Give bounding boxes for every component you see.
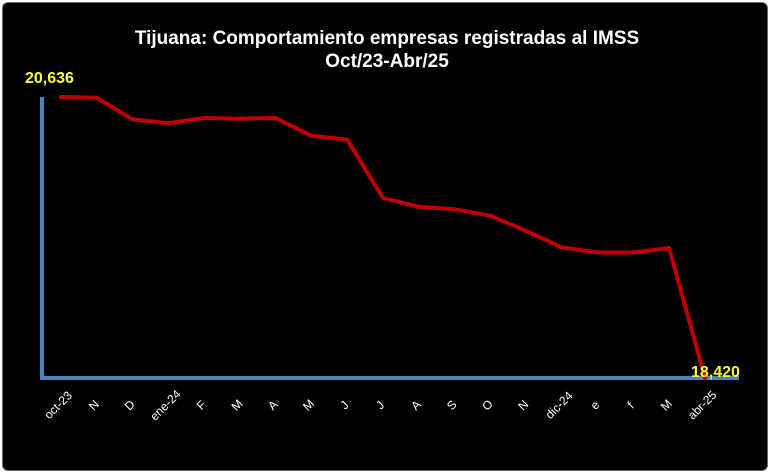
x-tick-label: J bbox=[373, 398, 387, 412]
data-point bbox=[381, 195, 385, 200]
data-point bbox=[559, 245, 564, 250]
x-tick-label: N bbox=[86, 397, 102, 413]
series-line bbox=[59, 95, 707, 380]
x-tick-label: N bbox=[515, 397, 531, 413]
data-point bbox=[524, 228, 529, 233]
data-point bbox=[94, 95, 99, 100]
axes-group bbox=[40, 97, 739, 380]
data-point bbox=[488, 213, 493, 218]
data-point bbox=[130, 117, 135, 122]
x-tick-label: D bbox=[122, 397, 138, 413]
chart-subtitle: Oct/23-Abr/25 bbox=[325, 51, 449, 72]
x-tick-label: O bbox=[479, 397, 496, 414]
x-tick-label: e bbox=[588, 398, 603, 413]
data-point bbox=[416, 204, 421, 209]
chart-title: Tijuana: Comportamiento empresas registr… bbox=[135, 28, 639, 49]
x-tick-label: F bbox=[194, 398, 209, 413]
x-tick-label: M bbox=[300, 397, 317, 414]
data-point bbox=[595, 250, 600, 255]
x-tick-label: M bbox=[658, 397, 675, 414]
x-tick-label: abr-25 bbox=[685, 388, 720, 423]
data-point bbox=[309, 133, 314, 138]
data-point bbox=[631, 250, 636, 255]
data-point bbox=[202, 116, 207, 120]
data-point bbox=[166, 121, 171, 126]
data-point bbox=[667, 246, 672, 250]
x-tick-label: A bbox=[265, 397, 281, 413]
data-point bbox=[237, 116, 242, 121]
x-tick-label: ene-24 bbox=[147, 387, 184, 424]
data-point bbox=[703, 376, 707, 380]
x-tick-label: oct-23 bbox=[41, 388, 75, 422]
x-tick-label: S bbox=[444, 397, 460, 413]
data-point bbox=[345, 137, 350, 142]
data-point bbox=[273, 116, 278, 120]
first-value-label: 20,636 bbox=[25, 70, 74, 87]
data-point bbox=[452, 207, 457, 212]
last-value-label: 18,420 bbox=[691, 364, 740, 381]
line-chart: Tijuana: Comportamiento empresas registr… bbox=[25, 28, 740, 424]
x-tick-label: f bbox=[624, 399, 637, 412]
x-tick-label: M bbox=[229, 397, 246, 414]
series-group bbox=[59, 95, 707, 380]
x-tick-label: J bbox=[337, 398, 351, 412]
data-point bbox=[59, 95, 63, 99]
x-tick-label: dic-24 bbox=[543, 388, 576, 421]
x-tick-label: A bbox=[408, 397, 424, 413]
